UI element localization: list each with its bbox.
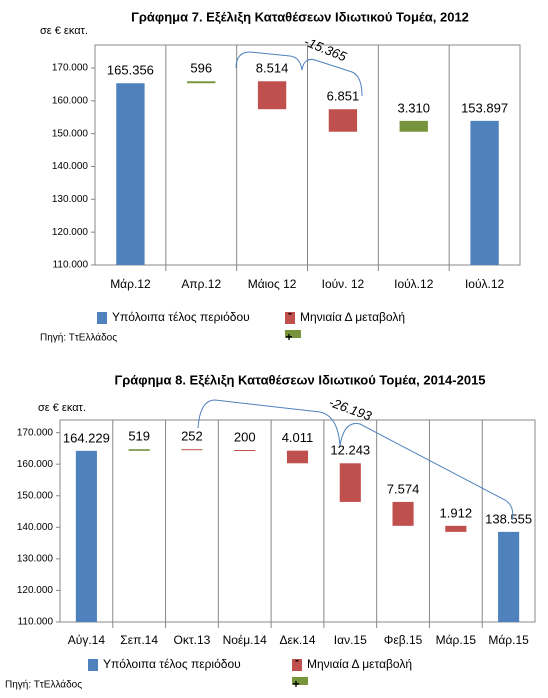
- annotation: -26.193: [327, 394, 374, 423]
- y-tick-label: 110.000: [18, 617, 54, 628]
- y-tick-label: 170.000: [17, 427, 54, 438]
- value-label: 6.851: [327, 89, 360, 104]
- legend-symbol: -: [295, 653, 299, 667]
- value-label: 4.011: [282, 430, 314, 445]
- value-label: 1.912: [440, 505, 473, 520]
- bar: [328, 109, 358, 132]
- bar: [181, 449, 203, 451]
- legend-symbol: -: [288, 306, 292, 320]
- legend-swatch: [285, 330, 301, 338]
- bar: [116, 83, 145, 265]
- y-tick-label: 130.000: [17, 554, 54, 565]
- legend-swatch: [292, 659, 302, 671]
- y-tick-label: 140.000: [17, 522, 54, 533]
- bar: [339, 463, 361, 502]
- bar: [75, 450, 97, 622]
- bar: [399, 120, 428, 132]
- legend-label: Υπόλοιπα τέλος περιόδου: [112, 310, 250, 324]
- bar: [498, 531, 520, 622]
- value-label: 165.356: [107, 63, 154, 78]
- legend-swatch: [88, 659, 98, 671]
- source-note: Πηγή: ΤτΕλλάδος: [40, 332, 117, 344]
- brace: [235, 51, 363, 97]
- bar: [257, 81, 287, 110]
- bar: [392, 501, 414, 526]
- plot-frame: [59, 419, 536, 623]
- bar: [128, 449, 150, 451]
- source-note: Πηγή: ΤτΕλλάδος: [5, 679, 82, 691]
- y-tick-label: 160.000: [52, 95, 89, 106]
- x-tick-label: Ιούλ.12: [465, 277, 505, 291]
- value-label: 596: [190, 61, 212, 76]
- y-tick-label: 150.000: [17, 490, 54, 501]
- legend-label: Μηνιαία Δ μεταβολή: [300, 310, 405, 324]
- value-label: 153.897: [461, 100, 508, 115]
- value-label: 8.514: [256, 61, 289, 76]
- value-label: 3.310: [397, 100, 430, 115]
- x-tick-label: Μάρ.12: [110, 277, 151, 291]
- bar: [234, 449, 256, 451]
- y-tick-label: 120.000: [17, 585, 54, 596]
- x-tick-label: Οκτ.13: [174, 633, 211, 647]
- y-tick-label: 160.000: [17, 459, 54, 470]
- y-axis-label: σε € εκατ.: [40, 25, 88, 37]
- legend-swatch: [97, 312, 107, 324]
- x-tick-label: Μάρ.15: [488, 633, 529, 647]
- x-tick-label: Αύγ.14: [68, 633, 106, 647]
- brace: [197, 399, 514, 521]
- legend-label: Υπόλοιπα τέλος περιόδου: [103, 657, 241, 671]
- x-tick-label: Ιαν.15: [334, 633, 367, 647]
- x-tick-label: Μάρ.15: [436, 633, 477, 647]
- chart-title: Γράφημα 7. Εξέλιξη Καταθέσεων Ιδιωτικού …: [131, 9, 469, 24]
- value-label: 164.229: [63, 430, 110, 445]
- x-tick-label: Φεβ.15: [384, 633, 423, 647]
- y-tick-label: 120.000: [52, 227, 89, 238]
- y-tick-label: 170.000: [52, 63, 89, 74]
- value-label: 12.243: [330, 443, 370, 458]
- value-label: 138.555: [485, 511, 532, 526]
- x-tick-label: Σεπ.14: [120, 633, 158, 647]
- y-axis-label: σε € εκατ.: [38, 402, 86, 414]
- x-tick-label: Ιούλ.12: [394, 277, 434, 291]
- bar: [445, 525, 467, 532]
- value-label: 7.574: [387, 481, 420, 496]
- bar: [187, 81, 216, 84]
- x-tick-label: Ιούν. 12: [322, 277, 365, 291]
- x-tick-label: Απρ.12: [181, 277, 221, 291]
- value-label: 252: [181, 429, 203, 444]
- x-tick-label: Νοέμ.14: [223, 633, 268, 647]
- x-tick-label: Δεκ.14: [279, 633, 315, 647]
- y-tick-label: 110.000: [53, 260, 89, 271]
- value-label: 519: [128, 429, 150, 444]
- bar: [286, 450, 309, 464]
- value-label: 200: [234, 429, 256, 444]
- chart-title: Γράφημα 8. Εξέλιξη Καταθέσεων Ιδιωτικού …: [114, 372, 485, 387]
- legend-symbol: +: [292, 677, 299, 691]
- legend-swatch: [285, 312, 295, 324]
- bar: [470, 120, 499, 265]
- y-tick-label: 130.000: [52, 194, 89, 205]
- legend-symbol: +: [285, 330, 292, 344]
- x-tick-label: Μάιος 12: [248, 277, 297, 291]
- legend-label: Μηνιαία Δ μεταβολή: [307, 657, 412, 671]
- y-tick-label: 140.000: [52, 161, 89, 172]
- legend-swatch: [292, 677, 308, 685]
- y-tick-label: 150.000: [52, 128, 89, 139]
